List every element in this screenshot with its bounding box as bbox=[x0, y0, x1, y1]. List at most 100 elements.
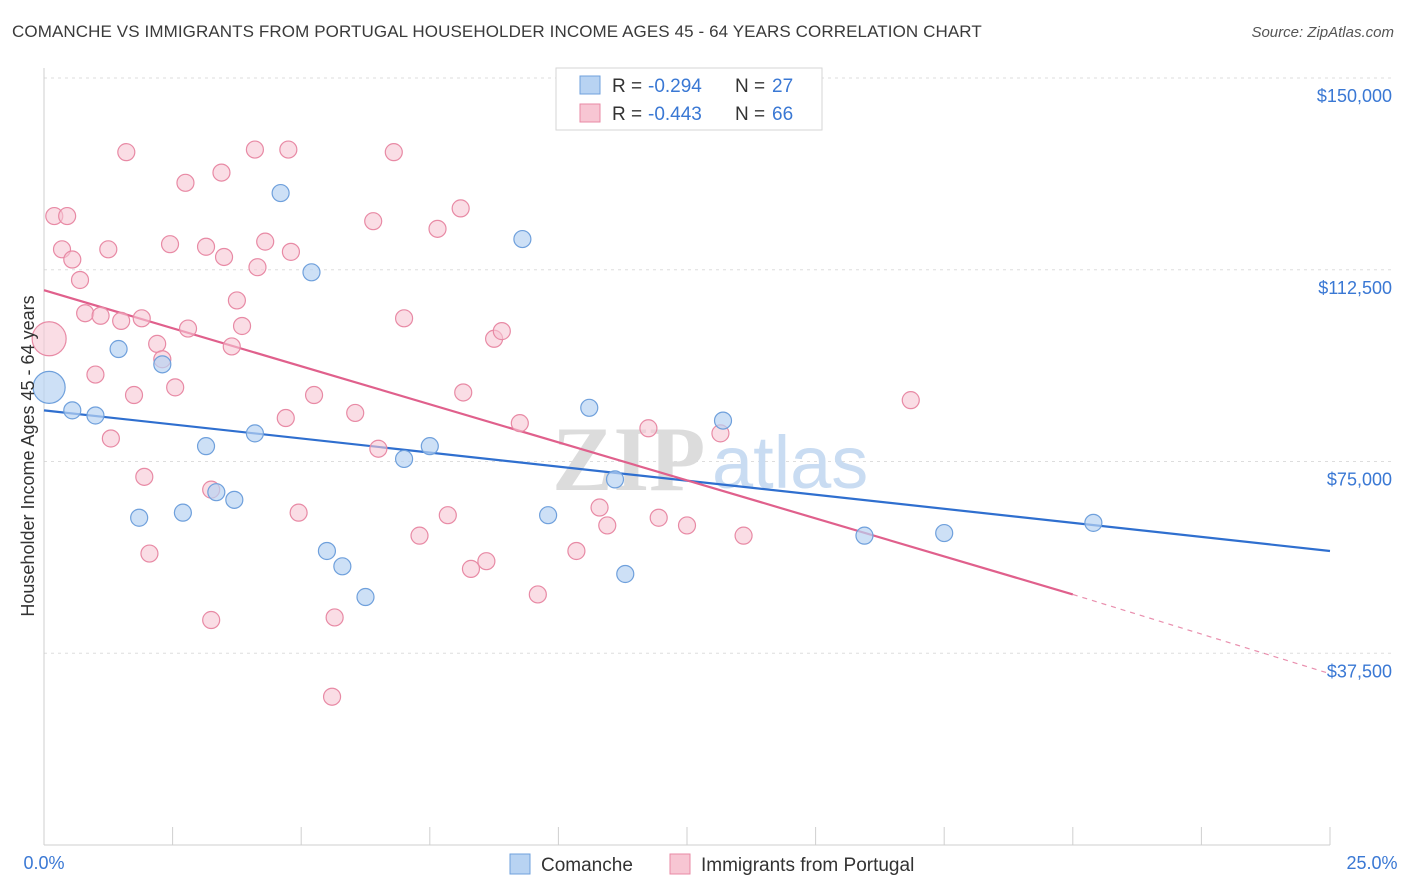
data-point-portugal bbox=[477, 552, 496, 571]
data-point-portugal bbox=[135, 467, 154, 486]
data-point-portugal bbox=[276, 408, 295, 428]
data-point-portugal bbox=[394, 309, 414, 328]
data-point-portugal bbox=[232, 316, 252, 336]
data-point-comanche bbox=[420, 437, 439, 456]
legend-r-value-1: -0.294 bbox=[648, 76, 702, 97]
y-tick-labels: $37,500 $75,000 $112,500 $150,000 bbox=[1317, 86, 1392, 681]
bottom-legend-swatch-comanche bbox=[509, 853, 531, 875]
data-point-portugal bbox=[124, 385, 144, 405]
data-point-portugal bbox=[86, 365, 105, 384]
legend-box: R = -0.294 N = 27 R = -0.443 N = 66 bbox=[555, 67, 823, 131]
watermark-atlas: atlas bbox=[712, 421, 868, 504]
data-point-portugal bbox=[461, 559, 481, 578]
legend-n-label-2: N = bbox=[735, 104, 765, 125]
data-point-portugal bbox=[212, 163, 231, 182]
data-point-portugal bbox=[281, 242, 301, 261]
data-point-portugal bbox=[196, 237, 216, 256]
data-point-portugal bbox=[178, 319, 198, 338]
data-point-portugal bbox=[567, 541, 586, 561]
data-point-portugal bbox=[112, 311, 131, 330]
data-point-portugal bbox=[289, 503, 308, 522]
data-point-comanche bbox=[302, 263, 321, 282]
legend-r-value-2: -0.443 bbox=[648, 104, 702, 125]
data-point-comanche bbox=[317, 541, 337, 561]
data-point-comanche bbox=[173, 503, 192, 522]
legend-r-label-2: R = bbox=[612, 104, 642, 125]
data-point-portugal bbox=[510, 414, 529, 433]
y-tick-label: $75,000 bbox=[1327, 470, 1392, 490]
data-point-comanche bbox=[225, 490, 244, 509]
data-point-comanche bbox=[271, 183, 290, 203]
bottom-legend-swatch-portugal bbox=[669, 853, 691, 875]
data-point-portugal bbox=[245, 140, 265, 159]
data-point-portugal bbox=[279, 140, 298, 159]
data-point-portugal bbox=[590, 498, 609, 517]
data-point-comanche bbox=[713, 411, 733, 430]
data-point-portugal bbox=[256, 232, 275, 251]
legend-r-label-1: R = bbox=[612, 76, 642, 97]
legend-n-value-2: 66 bbox=[772, 104, 793, 125]
series-comanche-points bbox=[32, 183, 1103, 607]
data-point-portugal bbox=[248, 258, 267, 277]
data-point-portugal bbox=[492, 322, 511, 341]
data-point-portugal bbox=[117, 143, 136, 162]
legend-n-value-1: 27 bbox=[772, 76, 793, 97]
y-tick-label: $112,500 bbox=[1318, 278, 1392, 298]
x-axis-ticks bbox=[43, 827, 1331, 845]
bottom-legend: Comanche Immigrants from Portugal bbox=[509, 853, 914, 876]
data-point-portugal bbox=[140, 544, 159, 563]
data-point-portugal bbox=[322, 687, 342, 706]
data-point-portugal bbox=[346, 403, 365, 423]
data-point-portugal bbox=[438, 506, 457, 525]
bottom-legend-comanche: Comanche bbox=[541, 855, 633, 876]
legend-n-label-1: N = bbox=[735, 76, 765, 97]
data-point-comanche bbox=[855, 526, 874, 545]
data-point-portugal bbox=[58, 206, 77, 226]
y-tick-label: $37,500 bbox=[1327, 661, 1392, 681]
bottom-legend-portugal: Immigrants from Portugal bbox=[701, 855, 914, 876]
data-point-portugal bbox=[148, 334, 167, 353]
data-point-portugal bbox=[454, 383, 473, 402]
watermark-zip: ZIP bbox=[552, 408, 705, 510]
data-point-portugal bbox=[99, 240, 118, 259]
data-point-comanche bbox=[935, 523, 954, 543]
legend-swatch-comanche bbox=[579, 75, 601, 95]
data-point-portugal bbox=[410, 526, 429, 545]
data-point-portugal bbox=[384, 143, 403, 162]
data-point-portugal bbox=[63, 250, 82, 269]
data-point-comanche bbox=[245, 424, 265, 443]
grid-lines bbox=[44, 77, 1392, 654]
y-axis-label: Householder Income Ages 45 - 64 years bbox=[18, 295, 38, 616]
data-point-portugal bbox=[166, 378, 185, 397]
data-point-portugal bbox=[227, 291, 246, 310]
data-point-portugal bbox=[598, 516, 617, 535]
data-point-portugal bbox=[639, 419, 658, 438]
data-point-portugal bbox=[31, 321, 67, 357]
chart-title: COMANCHE VS IMMIGRANTS FROM PORTUGAL HOU… bbox=[12, 22, 982, 41]
data-point-portugal bbox=[369, 439, 388, 458]
data-point-portugal bbox=[734, 526, 753, 545]
data-point-portugal bbox=[76, 304, 95, 323]
data-point-portugal bbox=[304, 385, 324, 405]
data-point-portugal bbox=[364, 212, 383, 231]
data-point-portugal bbox=[222, 337, 241, 356]
data-point-comanche bbox=[605, 470, 625, 489]
data-point-portugal bbox=[649, 508, 668, 527]
data-point-comanche bbox=[63, 401, 82, 420]
data-point-comanche bbox=[86, 406, 105, 425]
data-point-portugal bbox=[202, 610, 221, 630]
data-point-portugal bbox=[160, 235, 180, 254]
trend-line-portugal-extrapolated bbox=[1072, 593, 1331, 675]
y-tick-label: $150,000 bbox=[1317, 86, 1392, 106]
data-point-comanche bbox=[513, 229, 532, 249]
x-tick-label-min: 0.0% bbox=[23, 853, 64, 873]
data-point-comanche bbox=[32, 370, 66, 404]
legend-swatch-portugal bbox=[579, 103, 601, 123]
data-point-portugal bbox=[528, 585, 547, 604]
data-point-comanche bbox=[1084, 513, 1103, 532]
data-point-comanche bbox=[356, 587, 375, 607]
data-point-comanche bbox=[539, 506, 558, 525]
data-point-comanche bbox=[616, 564, 635, 584]
data-point-comanche bbox=[109, 339, 128, 359]
